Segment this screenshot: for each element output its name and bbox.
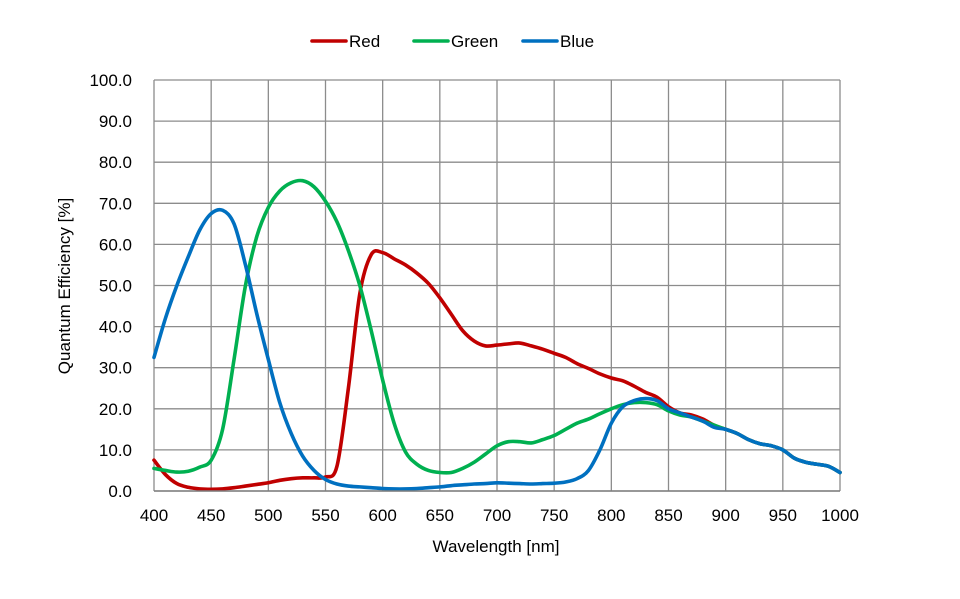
- x-tick-label: 700: [483, 506, 511, 525]
- x-axis-label: Wavelength [nm]: [433, 537, 560, 556]
- series-lines: [152, 178, 842, 492]
- y-tick-label: 80.0: [99, 153, 132, 172]
- y-tick-label: 40.0: [99, 318, 132, 337]
- x-tick-label: 450: [197, 506, 225, 525]
- x-tick-label: 500: [254, 506, 282, 525]
- x-tick-label: 750: [540, 506, 568, 525]
- x-tick-label: 950: [769, 506, 797, 525]
- x-tick-label: 850: [654, 506, 682, 525]
- y-tick-label: 0.0: [108, 482, 132, 501]
- axes: 400 450 500 550 600 650 700 750 800 850 900 950 1000…: [89, 71, 858, 525]
- legend-label-red: Red: [349, 32, 380, 51]
- y-tick-label: 20.0: [99, 400, 132, 419]
- y-tick-label: 30.0: [99, 359, 132, 378]
- series-line-blue: [152, 207, 842, 491]
- x-tick-label: 600: [368, 506, 396, 525]
- legend-label-green: Green: [451, 32, 498, 51]
- y-tick-label: 60.0: [99, 235, 132, 254]
- x-tick-label: 400: [140, 506, 168, 525]
- x-tick-label: 800: [597, 506, 625, 525]
- y-axis-label: Quantum Efficiency [%]: [55, 198, 74, 374]
- x-tick-label: 1000: [821, 506, 859, 525]
- legend-label-blue: Blue: [560, 32, 594, 51]
- legend: Red Green Blue: [310, 32, 594, 51]
- y-tick-label: 10.0: [99, 441, 132, 460]
- y-tick-label: 100.0: [89, 71, 132, 90]
- y-tick-label: 70.0: [99, 194, 132, 213]
- y-tick-label: 50.0: [99, 277, 132, 296]
- grid: [153, 79, 841, 492]
- x-tick-label: 650: [426, 506, 454, 525]
- x-tick-label: 550: [311, 506, 339, 525]
- y-tick-label: 90.0: [99, 112, 132, 131]
- x-tick-label: 900: [711, 506, 739, 525]
